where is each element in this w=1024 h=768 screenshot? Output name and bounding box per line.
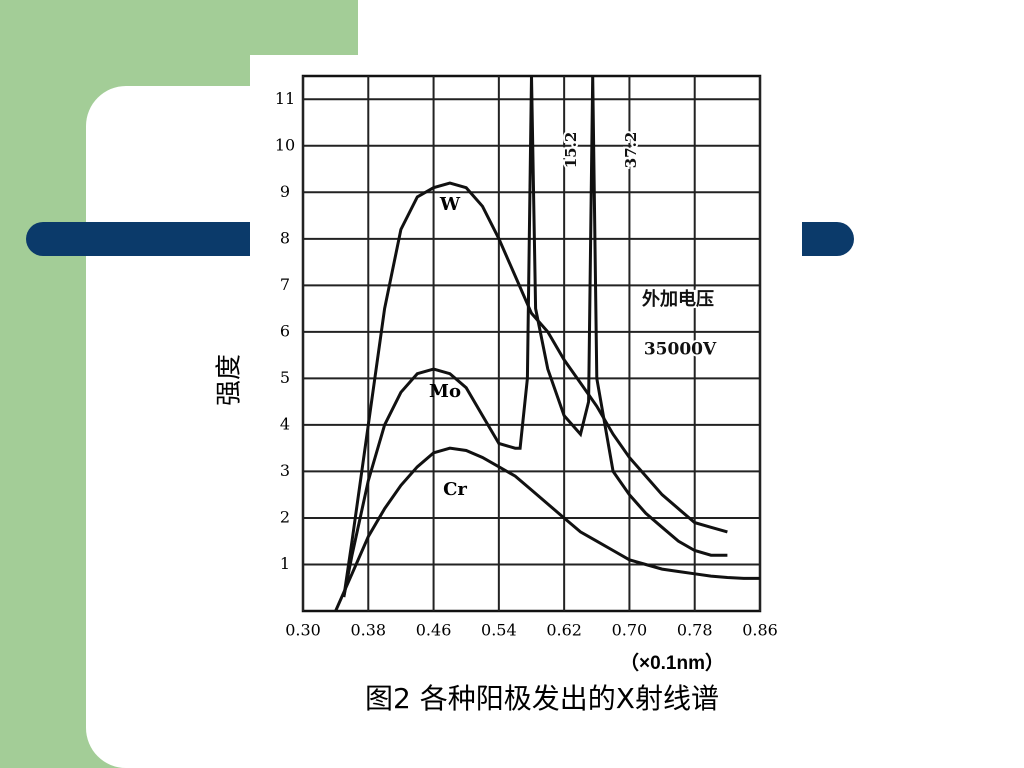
- y-axis-label: 强度: [215, 354, 245, 406]
- annotation: 37.2: [622, 132, 640, 169]
- x-tick-label: 0.54: [481, 621, 517, 640]
- x-axis-label: （×0.1nm）: [620, 651, 724, 674]
- figure-paper: [250, 55, 802, 667]
- y-tick-label: 10: [275, 135, 295, 154]
- series-label: W: [439, 194, 461, 215]
- series-line: [342, 75, 728, 598]
- x-tick-label: 0.70: [612, 621, 648, 640]
- y-tick-label: 9: [280, 182, 290, 201]
- annotation: 15.2: [562, 132, 580, 169]
- x-tick-label: 0.30: [285, 621, 321, 640]
- y-tick-label: 5: [280, 368, 290, 387]
- y-tick-label: 11: [275, 89, 295, 108]
- x-tick-label: 0.86: [742, 621, 778, 640]
- x-tick-label: 0.46: [416, 621, 452, 640]
- annotation: 35000V: [644, 340, 717, 360]
- y-tick-label: 8: [280, 228, 290, 247]
- x-tick-label: 0.38: [350, 621, 386, 640]
- annotation: 外加电压: [642, 288, 714, 310]
- series-line: [342, 181, 728, 598]
- y-tick-label: 7: [280, 275, 290, 294]
- series-label: Cr: [443, 479, 467, 500]
- y-tick-label: 2: [280, 507, 290, 526]
- y-tick-label: 4: [280, 414, 290, 433]
- y-tick-label: 6: [280, 321, 290, 340]
- x-tick-label: 0.62: [546, 621, 582, 640]
- series-label: Mo: [429, 381, 461, 402]
- y-tick-label: 3: [280, 461, 290, 480]
- y-tick-label: 1: [280, 554, 290, 573]
- series-line: [334, 446, 760, 612]
- caption: 图2 各种阳极发出的X射线谱: [365, 682, 719, 715]
- x-tick-label: 0.78: [677, 621, 713, 640]
